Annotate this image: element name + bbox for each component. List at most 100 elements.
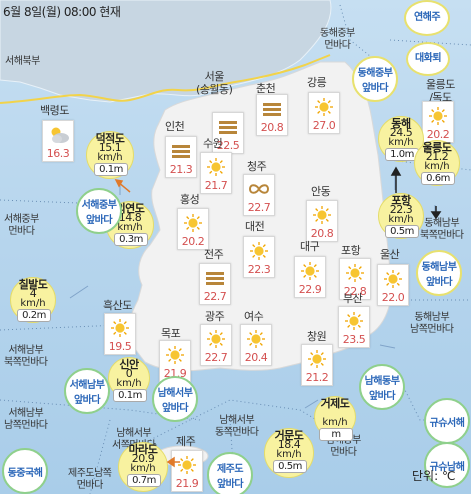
wave-station[interactable]: 울릉도 21.2 km/h 0.6m: [414, 140, 460, 186]
sunny-icon: [428, 106, 448, 126]
sunny-icon: [383, 269, 403, 289]
city-name: 서울 (송월동): [196, 70, 233, 96]
city-forecast-card[interactable]: 20.8: [256, 94, 288, 136]
region-button-kyushu-west[interactable]: 규슈서해: [424, 398, 470, 444]
wave-station[interactable]: 포항 22.3 km/h 0.5m: [378, 193, 424, 239]
region-button-east-central-near[interactable]: 동해중부 앞바다: [352, 56, 398, 102]
sea-zone-west-central-far: 서해중부 먼바다: [4, 214, 39, 237]
wind-speed: 18.4: [277, 438, 301, 451]
city-temperature: 21.7: [204, 179, 228, 192]
region-button-kyushu-south[interactable]: 규슈남해: [424, 442, 470, 488]
unit-label: 단위: ℃: [412, 469, 456, 483]
city-temperature: 22.7: [247, 201, 271, 214]
wave-height: 0.3m: [114, 233, 148, 246]
city-forecast-card[interactable]: 22.5: [212, 112, 244, 154]
city-name: 수원: [203, 137, 223, 150]
city-temperature: 20.2: [181, 235, 205, 248]
city-forecast-card[interactable]: 21.3: [165, 136, 197, 178]
region-button-west-central-near[interactable]: 서해중부 앞바다: [76, 188, 122, 234]
city-forecast-card[interactable]: 21.9: [171, 450, 203, 492]
north-land: [0, 0, 332, 103]
city-temperature: 21.3: [169, 163, 193, 176]
region-button-yeonhaeju[interactable]: 연해주: [404, 0, 450, 36]
sunny-icon: [110, 318, 130, 338]
wave-station-name: 외연도: [115, 202, 145, 215]
wave-station[interactable]: 신안 0 km/h 0.1m: [108, 357, 150, 402]
wind-speed: 15.1: [98, 141, 122, 154]
haze-icon: [262, 99, 282, 119]
city-forecast-card[interactable]: 23.5: [338, 306, 370, 348]
wave-height: 0.1m: [94, 163, 128, 176]
city-name: 인천: [165, 120, 185, 133]
region-button-east-south-near[interactable]: 동해남부 앞바다: [416, 250, 462, 296]
wind-speed-unit: km/h: [322, 417, 348, 428]
wind-speed-unit: km/h: [424, 161, 450, 172]
wave-height: 0.5m: [385, 225, 419, 238]
sunny-icon: [206, 157, 226, 177]
city-forecast-card[interactable]: 20.2: [422, 101, 454, 143]
yellow-dust-icon: [248, 179, 270, 199]
city-forecast-card[interactable]: 20.2: [177, 208, 209, 250]
city-temperature: 22.9: [298, 283, 322, 296]
city-temperature: 20.8: [310, 227, 334, 240]
city-temperature: 22.5: [216, 139, 240, 152]
city-forecast-card[interactable]: 22.9: [294, 256, 326, 298]
city-temperature: 20.8: [260, 121, 284, 134]
city-forecast-card[interactable]: 21.9: [159, 340, 191, 382]
city-name: 여수: [244, 310, 264, 323]
sea-zone-east-central-far: 동해중부 먼바다: [320, 28, 355, 51]
city-forecast-card[interactable]: 20.8: [306, 200, 338, 242]
border-line: [0, 54, 331, 104]
city-name: 백령도: [40, 104, 69, 117]
wave-station-name: 마라도: [128, 443, 158, 456]
wave-station[interactable]: 거문도 18.4 km/h 0.5m: [264, 428, 314, 478]
wave-station[interactable]: 거제도 km/h m: [314, 396, 356, 441]
wind-speed: 24.5: [389, 126, 413, 139]
wind-speed: 21.2: [425, 150, 449, 163]
wind-speed: 14.8: [118, 211, 142, 224]
city-forecast-card[interactable]: 21.2: [301, 344, 333, 386]
wave-station[interactable]: 칠발도 4 km/h 0.2m: [10, 277, 56, 323]
wave-station[interactable]: 덕적도 15.1 km/h 0.1m: [86, 131, 134, 179]
sunny-icon: [300, 261, 320, 281]
city-forecast-card[interactable]: 22.3: [243, 236, 275, 278]
city-forecast-card[interactable]: 22.7: [243, 174, 275, 216]
region-button-jeju-near[interactable]: 제주도 앞바다: [207, 452, 253, 494]
city-forecast-card[interactable]: 21.7: [200, 152, 232, 194]
sea-zone-east-south-north-far: 동해남부 북쪽먼바다: [420, 218, 464, 241]
city-name: 광주: [205, 310, 225, 323]
city-forecast-card[interactable]: 20.4: [240, 324, 272, 366]
city-name: 안동: [311, 185, 331, 198]
wind-speed-unit: km/h: [117, 222, 143, 233]
sea-zone-west-south-south-far: 서해남부 남쪽먼바다: [4, 408, 48, 431]
sunny-icon: [345, 263, 365, 283]
city-forecast-card[interactable]: 27.0: [308, 92, 340, 134]
haze-icon: [171, 141, 191, 161]
sea-zone-south-west-east-far: 남해서부 동쪽먼바다: [215, 415, 259, 438]
city-name: 부산: [343, 292, 363, 305]
city-forecast-card[interactable]: 22.7: [199, 263, 231, 305]
city-temperature: 16.3: [46, 147, 70, 160]
sunny-icon: [312, 205, 332, 225]
wave-station-name: 포항: [391, 194, 411, 207]
city-forecast-card[interactable]: 22.0: [377, 264, 409, 306]
city-forecast-card[interactable]: 22.8: [339, 258, 371, 300]
city-name: 울산: [380, 248, 400, 261]
region-button-south-east-near[interactable]: 남해동부 앞바다: [359, 364, 405, 410]
sea-zone-west-north: 서해북부: [5, 56, 40, 67]
region-button-west-south-near[interactable]: 서해남부 앞바다: [64, 368, 110, 414]
sunny-icon: [249, 241, 269, 261]
region-button-daehwato[interactable]: 대화퇴: [406, 42, 450, 76]
wave-station[interactable]: 동해 24.5 km/h 1.0m: [378, 116, 424, 162]
region-button-south-west-near[interactable]: 남해서부 앞바다: [152, 376, 198, 422]
city-temperature: 22.8: [343, 285, 367, 298]
region-button-east-china-sea[interactable]: 동중국해: [2, 448, 48, 494]
sunny-icon: [314, 97, 334, 117]
wave-station[interactable]: 마라도 20.9 km/h 0.7m: [118, 442, 168, 492]
sea-zone-west-south-north-far: 서해남부 북쪽먼바다: [4, 345, 48, 368]
wind-speed-unit: km/h: [388, 214, 414, 225]
city-forecast-card[interactable]: 16.3: [42, 120, 74, 162]
city-name: 전주: [204, 248, 224, 261]
city-forecast-card[interactable]: 19.5: [104, 313, 136, 355]
city-forecast-card[interactable]: 22.7: [200, 324, 232, 366]
